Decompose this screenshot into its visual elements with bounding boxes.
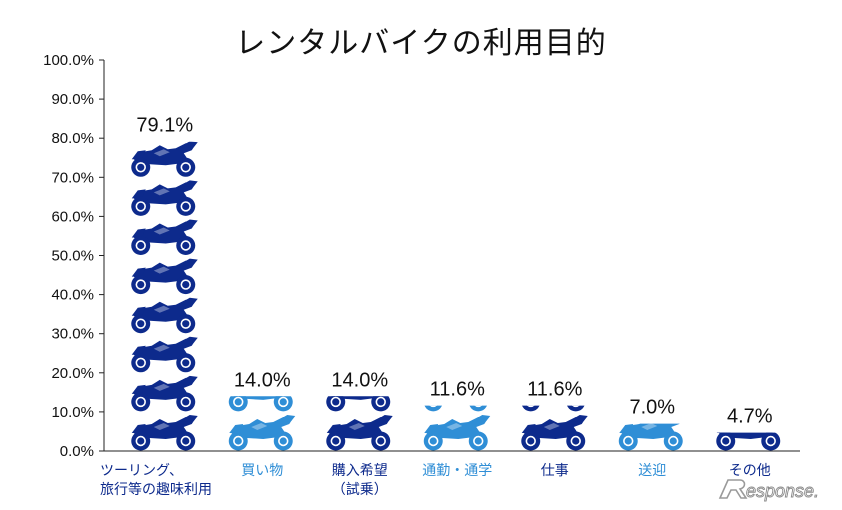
x-tick-label: ツーリング、	[100, 463, 183, 479]
response-logo: esponse.	[718, 479, 820, 501]
motorcycle-icon	[131, 141, 198, 177]
y-tick-label: 30.0%	[51, 326, 94, 343]
y-tick-label: 100.0%	[43, 52, 94, 69]
y-tick-label: 10.0%	[51, 404, 94, 421]
motorcycle-icon	[521, 415, 588, 451]
data-label: 11.6%	[527, 379, 582, 401]
y-tick-label: 20.0%	[51, 365, 94, 382]
x-tick-label: 旅行等の趣味利用	[100, 481, 212, 498]
response-r-glyph	[718, 479, 748, 499]
x-tick-label: 仕事	[541, 463, 569, 479]
chart-title: レンタルバイクの利用目的	[235, 26, 607, 61]
motorcycle-icon	[131, 336, 198, 373]
y-tick-label: 50.0%	[51, 248, 94, 265]
y-tick-label: 40.0%	[51, 287, 94, 304]
data-label: 14.0%	[234, 369, 291, 391]
motorcycle-icon	[131, 180, 198, 216]
data-label: 14.0%	[331, 369, 388, 391]
motorcycle-icon	[131, 297, 198, 334]
motorcycle-icon	[228, 415, 296, 451]
motorcycle-icon	[326, 415, 393, 451]
x-tick-label: 通勤・通学	[422, 463, 492, 479]
motorcycle-icon	[131, 219, 198, 255]
data-label: 79.1%	[136, 115, 193, 137]
data-label: 4.7%	[727, 406, 773, 428]
x-tick-label: （試乗）	[332, 482, 388, 498]
bar	[618, 423, 686, 451]
motorcycle-icon	[131, 375, 198, 412]
motorcycle-icon	[423, 415, 491, 451]
data-label: 7.0%	[629, 397, 675, 419]
y-tick-label: 70.0%	[51, 169, 94, 186]
motorcycle-icon	[131, 258, 198, 295]
x-tick-label: 送迎	[638, 463, 666, 479]
data-label: 11.6%	[430, 379, 485, 401]
y-tick-label: 60.0%	[51, 208, 94, 225]
y-tick-label: 80.0%	[51, 130, 94, 147]
watermark-text: esponse.	[746, 481, 819, 501]
y-tick-label: 0.0%	[60, 443, 94, 460]
motorcycle-icon	[131, 415, 198, 451]
x-tick-label: その他	[729, 463, 771, 479]
x-tick-label: 買い物	[241, 463, 283, 479]
y-tick-label: 90.0%	[51, 91, 94, 108]
bar	[131, 141, 198, 451]
motorcycle-icon	[618, 423, 686, 451]
x-tick-label: 購入希望	[332, 463, 388, 479]
